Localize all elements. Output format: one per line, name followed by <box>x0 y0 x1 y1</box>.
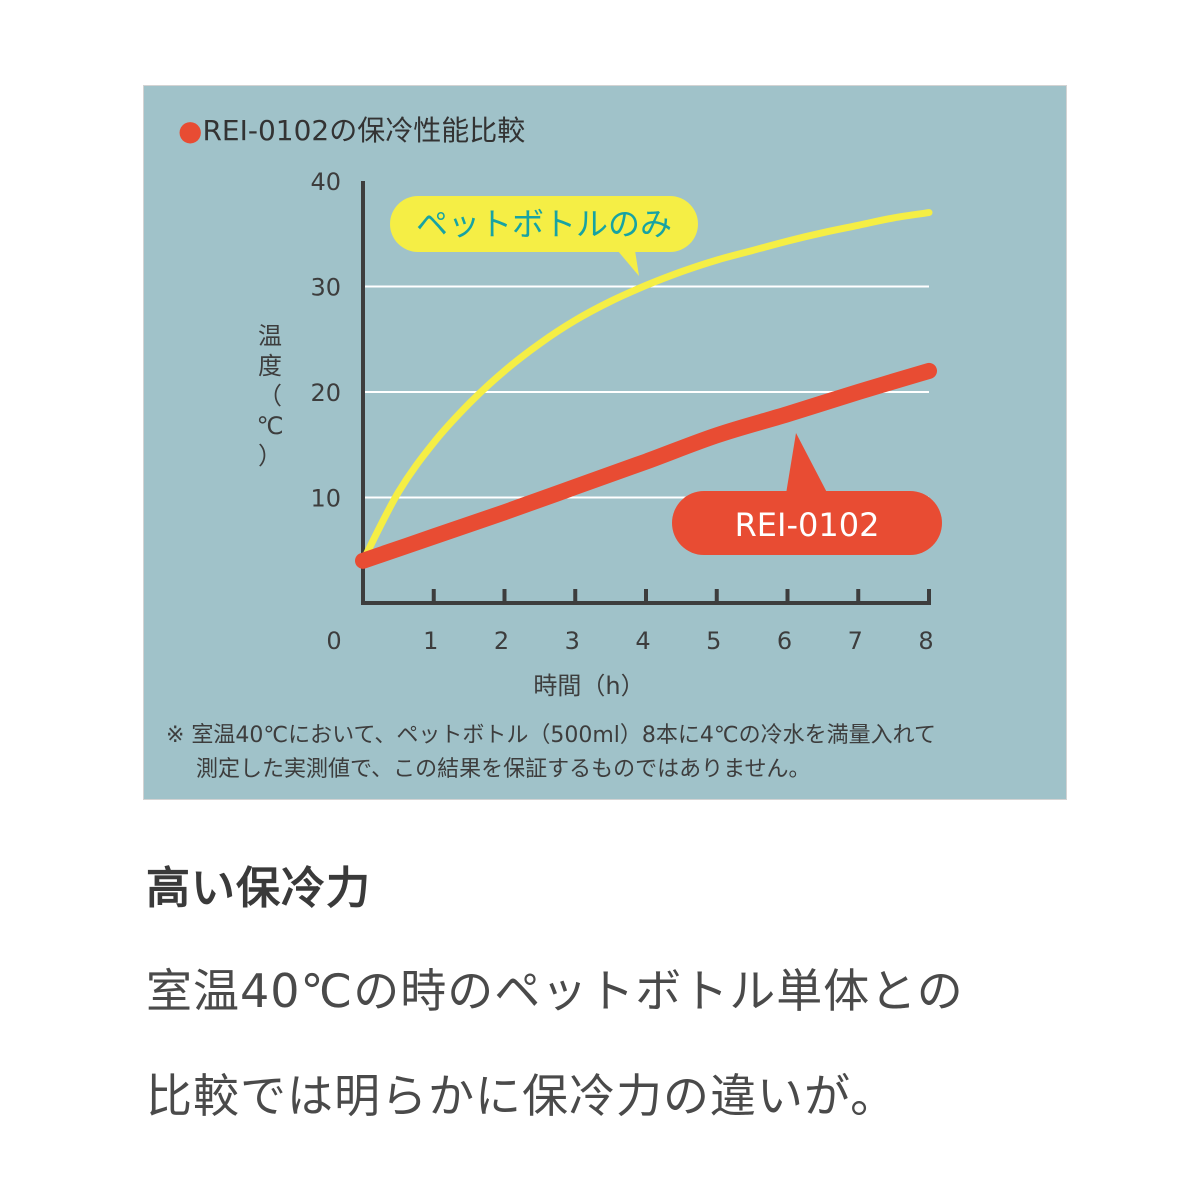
y-tick-label-30: 30 <box>310 274 341 302</box>
chart-series <box>355 209 937 569</box>
x-tick-label-0: 0 <box>326 627 341 655</box>
description-line-2: 比較では明らかに保冷力の違いが。 <box>146 1069 898 1123</box>
x-tick-label-5: 5 <box>706 627 721 655</box>
y-axis-label-char: 温 <box>258 322 282 350</box>
chart-title: ●REI-0102の保冷性能比較 <box>178 114 525 147</box>
title-bullet: ● <box>178 114 202 147</box>
callout-red: REI-0102 <box>672 433 942 555</box>
section-heading: 高い保冷力 <box>146 863 371 914</box>
chart-note: ※ 室温40℃において、ペットボトル（500ml）8本に4℃の冷水を満量入れて測… <box>166 723 936 782</box>
x-tick-labels: 0 1 2 3 4 5 6 7 8 <box>326 627 933 655</box>
callout-yellow-box <box>390 196 698 252</box>
y-tick-label-40: 40 <box>310 168 341 196</box>
y-axis-label-char: 度 <box>258 352 282 380</box>
y-axis-label-char: ℃ <box>257 412 284 440</box>
note-line-2: 測定した実測値で、この結果を保証するものではありません。 <box>196 757 810 782</box>
chart-panel: ●REI-0102の保冷性能比較 10 20 30 40 0 1 2 3 4 5 6 7 8 温度（℃… <box>143 85 1067 800</box>
series-callouts: ペットボトルのみ REI-0102 <box>390 196 942 555</box>
x-tick-label-4: 4 <box>635 627 650 655</box>
callout-yellow-label: ペットボトルのみ <box>416 205 672 243</box>
x-tick-label-7: 7 <box>848 627 863 655</box>
y-axis-label-char: ） <box>258 442 282 470</box>
callout-red-box <box>672 491 942 555</box>
x-tick-label-6: 6 <box>777 627 792 655</box>
x-axis-label: 時間（h） <box>533 672 644 700</box>
y-axis-label-char: （ <box>258 382 282 410</box>
x-tick-label-3: 3 <box>565 627 580 655</box>
title-text: REI-0102の保冷性能比較 <box>202 114 525 147</box>
temperature-chart: ●REI-0102の保冷性能比較 10 20 30 40 0 1 2 3 4 5 6 7 8 温度（℃… <box>166 114 942 782</box>
callout-red-pointer <box>784 433 834 506</box>
series-line-2 <box>355 362 937 569</box>
x-tick-label-1: 1 <box>423 627 438 655</box>
y-tick-labels: 10 20 30 40 <box>310 168 341 513</box>
x-tick-label-2: 2 <box>494 627 509 655</box>
description-line-1: 室温40℃の時のペットボトル単体との <box>146 964 964 1018</box>
x-tick-label-8: 8 <box>918 627 933 655</box>
callout-yellow: ペットボトルのみ <box>390 196 698 276</box>
y-tick-label-10: 10 <box>310 485 341 513</box>
y-axis-label: 温度（℃） <box>257 322 284 470</box>
y-tick-label-20: 20 <box>310 379 341 407</box>
note-line-1: ※ 室温40℃において、ペットボトル（500ml）8本に4℃の冷水を満量入れて <box>166 723 936 748</box>
series-line-1 <box>359 209 933 565</box>
callout-red-label: REI-0102 <box>735 506 880 544</box>
chart-axes <box>361 181 931 605</box>
